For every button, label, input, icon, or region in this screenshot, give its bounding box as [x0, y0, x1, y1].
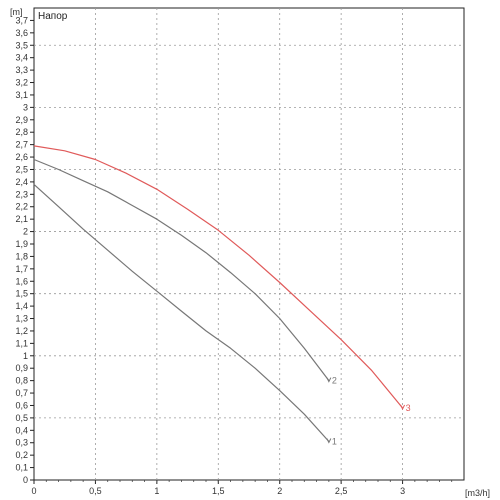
y-tick-label: 0,8: [15, 376, 28, 386]
x-tick-label: 2,5: [335, 486, 348, 496]
y-tick-label: 3,4: [15, 53, 28, 63]
y-tick-label: 3,7: [15, 15, 28, 25]
series-end-marker-3: [400, 404, 406, 411]
y-tick-label: 1,1: [15, 338, 28, 348]
y-tick-label: 2,5: [15, 164, 28, 174]
axis-ticks: 0 0,5 1 1,5 2 2,5 3 0 0,1 0,2 0,3 0,4 0,5 0,6 0,7 0,8 0,…: [15, 15, 453, 496]
y-tick-label: 0,6: [15, 400, 28, 410]
x-tick-label: 1,5: [212, 486, 225, 496]
y-tick-label: 1,2: [15, 326, 28, 336]
x-tick-label: 2: [277, 486, 282, 496]
y-tick-label: 0,4: [15, 425, 28, 435]
y-tick-label: 3,1: [15, 90, 28, 100]
x-tick-label: 3: [400, 486, 405, 496]
y-tick-label: 1,5: [15, 289, 28, 299]
x-tick-label: 0,5: [89, 486, 102, 496]
series-labels: 1 2 3: [326, 376, 411, 446]
x-tick-label: 0: [31, 486, 36, 496]
y-tick-label: 0,1: [15, 463, 28, 473]
x-axis-unit-label: [m3/h]: [465, 488, 490, 498]
y-tick-label: 3: [23, 102, 28, 112]
y-tick-label: 3,3: [15, 65, 28, 75]
x-tick-label: 1: [154, 486, 159, 496]
y-tick-label: 2,3: [15, 189, 28, 199]
y-tick-label: 2,4: [15, 177, 28, 187]
y-tick-label: 0,5: [15, 413, 28, 423]
y-tick-label: 2,6: [15, 152, 28, 162]
y-tick-label: 2: [23, 227, 28, 237]
y-tick-label: 1,7: [15, 264, 28, 274]
series-lines: [33, 145, 404, 442]
y-tick-label: 1,6: [15, 276, 28, 286]
y-tick-label: 3,6: [15, 28, 28, 38]
y-tick-label: 2,1: [15, 214, 28, 224]
series-line-3: [33, 145, 404, 409]
y-tick-label: 1: [23, 351, 28, 361]
series-label-3: 3: [406, 403, 411, 413]
y-tick-label: 0: [23, 475, 28, 485]
chart-title: Напор: [38, 11, 68, 22]
y-tick-label: 2,7: [15, 140, 28, 150]
series-label-1: 1: [332, 436, 337, 446]
y-tick-label: 3,5: [15, 40, 28, 50]
y-tick-label: 1,4: [15, 301, 28, 311]
y-tick-label: 3,2: [15, 78, 28, 88]
grid: [34, 8, 464, 480]
y-tick-label: 1,9: [15, 239, 28, 249]
plot-frame: [33, 7, 465, 481]
y-axis-unit-label: [m]: [10, 7, 23, 17]
y-tick-label: 0,9: [15, 363, 28, 373]
y-tick-label: 1,8: [15, 251, 28, 261]
y-tick-label: 2,2: [15, 202, 28, 212]
series-end-marker-1: [326, 438, 332, 444]
series-line-2: [33, 158, 330, 381]
series-end-marker-2: [326, 377, 332, 383]
y-tick-label: 2,9: [15, 115, 28, 125]
y-tick-label: 2,8: [15, 127, 28, 137]
y-tick-label: 1,3: [15, 314, 28, 324]
y-tick-label: 0,3: [15, 438, 28, 448]
y-tick-label: 0,7: [15, 388, 28, 398]
series-label-2: 2: [332, 376, 337, 386]
y-tick-label: 0,2: [15, 450, 28, 460]
series-line-1: [33, 183, 330, 442]
